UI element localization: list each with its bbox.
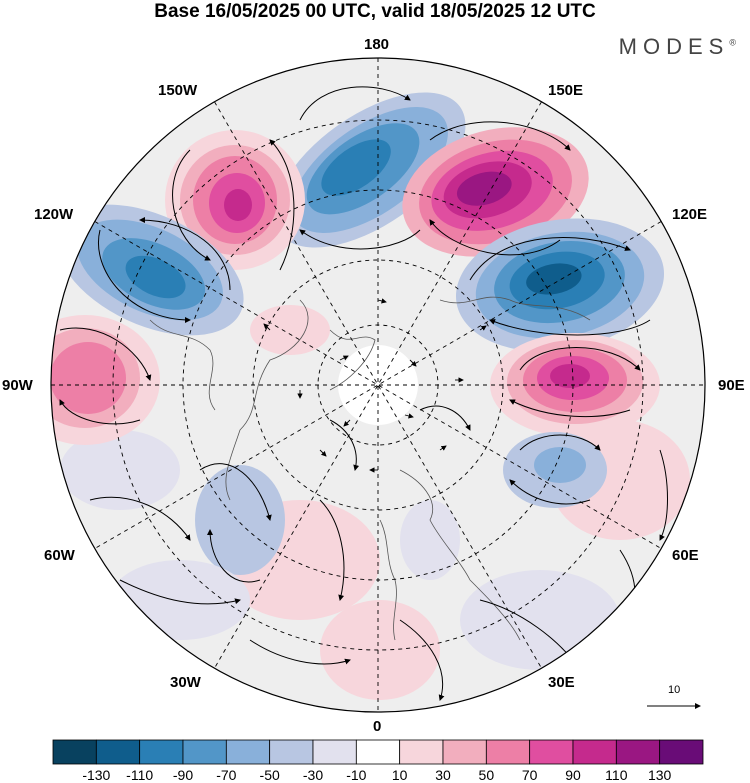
colorbar-swatch (485, 739, 531, 765)
colorbar-tick-label: 30 (435, 767, 451, 783)
colorbar-swatch (52, 739, 97, 765)
anomaly-faint-pink-north (250, 305, 330, 355)
anomaly-faint-blue-se (460, 570, 620, 670)
colorbar-swatch (182, 739, 227, 765)
colorbar-tick-label: -110 (126, 767, 153, 783)
colorbar-swatch (442, 739, 487, 765)
polar-calm-area (338, 345, 418, 425)
reference-vector-label: 10 (668, 684, 681, 696)
colorbar-swatch (572, 739, 617, 765)
colorbar-tick-label: -90 (173, 767, 193, 783)
lon-label-150e: 150E (548, 82, 584, 99)
colorbar-tick-label: 110 (605, 767, 628, 783)
colorbar-swatch (312, 739, 357, 765)
lon-label-120e: 120E (672, 206, 708, 223)
lon-label-30w: 30W (170, 674, 201, 691)
lon-label-30e: 30E (548, 674, 575, 691)
wind-vectors (263, 298, 487, 473)
colorbar-tick-label: -70 (216, 767, 236, 783)
colorbar-swatch (529, 739, 574, 765)
lon-label-180: 180 (364, 36, 390, 53)
anomaly-faint-blue-w (60, 430, 180, 510)
graticule (51, 58, 705, 712)
colorbar-tick-label: -30 (303, 767, 323, 783)
anomaly-blue-60e (503, 432, 607, 508)
colorbar-swatch (399, 739, 444, 765)
lon-label-120w: 120W (34, 206, 74, 223)
anomaly-blue-atlantic-west (195, 465, 285, 575)
anomaly-pink-150w (165, 130, 305, 270)
lon-label-150w: 150W (158, 82, 198, 99)
coastlines (149, 296, 591, 641)
colorbar-swatch (355, 739, 401, 765)
anomaly-faint-pink-south (320, 600, 440, 700)
modes-logo: MODES® (619, 34, 736, 60)
lon-label-0: 0 (373, 718, 382, 735)
anomaly-blue-120w (56, 204, 244, 336)
colorbar-tick-label: -130 (82, 767, 110, 783)
colorbar-swatch (139, 739, 184, 765)
colorbar-tick-label: 70 (522, 767, 538, 783)
colorbar-tick-label: 50 (479, 767, 495, 783)
colorbar-tick-label: 130 (648, 767, 672, 783)
lon-label-90w: 90W (2, 377, 33, 394)
map-disk (51, 58, 705, 712)
colorbar-swatch (95, 739, 141, 765)
map-title: Base 16/05/2025 00 UTC, valid 18/05/2025… (154, 1, 596, 22)
colorbar-swatch (615, 739, 661, 765)
streamlines (59, 86, 668, 701)
lon-label-60e: 60E (672, 547, 699, 564)
colorbar-swatch (225, 739, 271, 765)
map-border (50, 57, 706, 713)
colorbar-swatch (269, 739, 314, 765)
lon-label-60w: 60W (44, 547, 75, 564)
anomaly-faint-blue-europe (400, 500, 460, 580)
anomaly-pink-90w (51, 315, 160, 445)
colorbar-swatch (659, 739, 704, 765)
colorbar-tick-label: -10 (346, 767, 366, 783)
colorbar: -130 -110 -90 -70 -50 -30 -10 10 30 50 70 90 110 130 (52, 739, 704, 783)
brand-name: MODES (618, 34, 730, 59)
colorbar-tick-label: -50 (260, 767, 280, 783)
colorbar-tick-label: 90 (565, 767, 581, 783)
colorbar-tick-label: 10 (392, 767, 408, 783)
anomaly-blue-150w-180 (274, 92, 466, 248)
lon-label-90e: 90E (718, 377, 745, 394)
anomaly-blue-120e (455, 218, 665, 352)
registered-mark: ® (729, 37, 736, 48)
